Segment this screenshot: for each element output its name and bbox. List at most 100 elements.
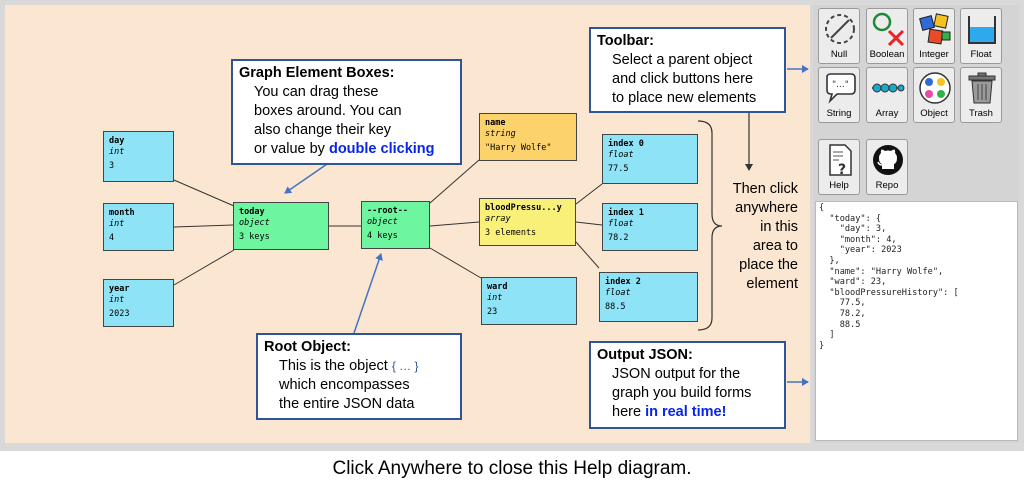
node-value: 3 keys	[239, 232, 270, 242]
node-type: int	[109, 295, 125, 305]
note-text: or value by	[254, 141, 329, 157]
repo-label: Repo	[875, 180, 899, 191]
node-month[interactable]: month int 4	[103, 203, 174, 251]
node-type: float	[608, 150, 634, 160]
note-line: to place new elements	[612, 90, 757, 106]
null-button[interactable]: Null	[818, 8, 860, 64]
help-icon: ?	[829, 144, 852, 177]
note-highlight: double clicking	[328, 141, 435, 157]
string-label: String	[826, 108, 852, 119]
node-index-0[interactable]: index 0 float 77.5	[602, 134, 698, 184]
node-day[interactable]: day int 3	[103, 131, 174, 182]
node-key: ward	[487, 282, 508, 292]
trash-label: Trash	[969, 108, 993, 119]
node-root[interactable]: --root-- object 4 keys	[361, 201, 430, 249]
node-value: 4	[109, 233, 115, 243]
graph-boxes-note: Graph Element Boxes: You can drag these …	[231, 59, 462, 165]
instruction-line: element	[746, 276, 798, 292]
node-value: 3 elements	[485, 228, 537, 238]
note-title: Graph Element Boxes:	[239, 65, 395, 81]
instruction-line: Then click	[732, 181, 798, 197]
place-element-instructions: Then click anywhere in this area to plac…	[712, 180, 798, 294]
integer-icon	[919, 13, 951, 45]
float-button[interactable]: Float	[960, 8, 1002, 64]
boolean-icon	[872, 12, 905, 46]
node-value: 4 keys	[367, 231, 398, 241]
note-title: Root Object:	[264, 339, 351, 355]
note-line: Select a parent object	[612, 52, 753, 68]
node-index-2[interactable]: index 2 float 88.5	[599, 272, 698, 322]
node-ward[interactable]: ward int 23	[481, 277, 577, 325]
node-key: year	[109, 284, 130, 294]
note-brace-symbol: { … }	[391, 359, 419, 373]
svg-text:?: ?	[838, 162, 846, 177]
repo-button[interactable]: Repo	[866, 139, 908, 195]
note-line: also change their key	[254, 122, 392, 138]
github-icon	[873, 145, 903, 175]
svg-text:"...": "..."	[832, 80, 849, 90]
node-key: name	[485, 118, 506, 128]
close-help-caption[interactable]: Click Anywhere to close this Help diagra…	[332, 458, 692, 479]
node-year[interactable]: year int 2023	[103, 279, 174, 327]
array-icon	[872, 83, 905, 93]
string-button[interactable]: "..." String	[818, 67, 860, 123]
node-type: float	[608, 219, 634, 229]
node-key: day	[109, 136, 125, 146]
node-type: object	[367, 217, 398, 227]
instruction-line: anywhere	[735, 200, 798, 216]
string-icon: "..."	[826, 73, 856, 104]
root-object-note: Root Object: This is the object { … } wh…	[256, 333, 462, 420]
note-text: This is the object	[279, 358, 392, 374]
note-title: Toolbar:	[597, 33, 654, 49]
null-label: Null	[830, 49, 848, 60]
help-label: Help	[829, 180, 849, 191]
node-type: string	[485, 129, 516, 139]
trash-button[interactable]: Trash	[960, 67, 1002, 123]
help-button[interactable]: ? Help	[818, 139, 860, 195]
object-icon	[919, 72, 951, 104]
node-type: int	[109, 147, 125, 157]
node-key: index 2	[605, 277, 641, 287]
note-line: and click buttons here	[612, 71, 754, 87]
node-blood-pressure-history[interactable]: bloodPressu...y array 3 elements	[479, 198, 576, 246]
node-today[interactable]: today object 3 keys	[233, 202, 329, 250]
boolean-button[interactable]: Boolean	[866, 8, 908, 64]
note-line: the entire JSON data	[279, 396, 415, 412]
node-key: today	[239, 207, 265, 217]
array-button[interactable]: Array	[866, 67, 908, 123]
instruction-line: place the	[739, 257, 798, 273]
node-key: bloodPressu...y	[485, 203, 562, 213]
node-type: object	[239, 218, 270, 228]
integer-button[interactable]: Integer	[913, 8, 955, 64]
node-value: 3	[109, 161, 115, 171]
node-value: 77.5	[608, 164, 629, 174]
node-value: 23	[487, 307, 498, 317]
trash-icon	[968, 72, 996, 104]
float-icon	[968, 16, 996, 44]
node-name[interactable]: name string "Harry Wolfe"	[479, 113, 577, 161]
json-output-panel[interactable]: { "today": { "day": 3, "month": 4, "year…	[815, 201, 1018, 441]
object-button[interactable]: Object	[913, 67, 955, 123]
note-line: graph you build forms	[612, 385, 752, 401]
object-label: Object	[920, 108, 948, 119]
note-line: You can drag these	[254, 84, 379, 100]
note-line: or value by double clicking	[239, 140, 454, 159]
node-value: 88.5	[605, 302, 626, 312]
array-label: Array	[875, 108, 899, 119]
instruction-line: area to	[752, 238, 798, 254]
node-index-1[interactable]: index 1 float 78.2	[602, 203, 698, 251]
node-key: index 1	[608, 208, 644, 218]
output-json-note: Output JSON: JSON output for the graph y…	[589, 341, 786, 429]
node-type: array	[485, 214, 511, 224]
node-type: float	[605, 288, 631, 298]
toolbar-note: Toolbar: Select a parent object and clic…	[589, 27, 786, 113]
area-bracket	[697, 120, 723, 331]
edge-lines	[173, 159, 603, 286]
note-line: This is the object { … }	[264, 357, 454, 376]
note-text: here	[612, 404, 646, 420]
null-icon	[825, 14, 855, 44]
note-line: which encompasses	[279, 377, 410, 393]
boolean-label: Boolean	[869, 49, 905, 60]
instruction-line: in this	[760, 219, 798, 235]
